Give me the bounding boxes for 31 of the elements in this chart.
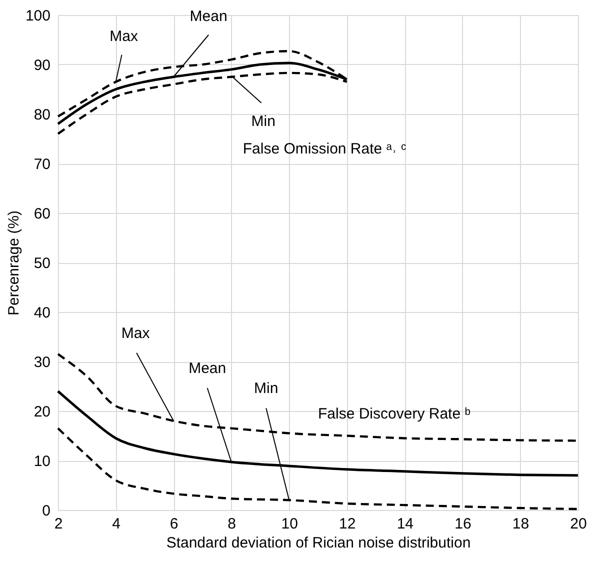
x-tick-label: 12	[339, 516, 356, 532]
x-tick-label: 10	[281, 516, 298, 532]
x-tick-label: 14	[396, 516, 414, 532]
annotation: Min	[251, 112, 276, 130]
x-axis-title: Standard deviation of Rician noise distribution	[166, 534, 471, 552]
y-tick-label: 20	[34, 404, 50, 420]
annotation: Mean	[190, 8, 228, 25]
y-tick-label: 90	[34, 57, 50, 74]
x-tick-label: 8	[228, 516, 236, 532]
y-tick-label: 30	[34, 354, 50, 371]
x-tick-label: 4	[112, 516, 120, 532]
annotation: Mean	[188, 360, 226, 377]
annotation: Min	[254, 380, 278, 398]
x-tick-label: 20	[570, 516, 587, 532]
y-tick-label: 70	[34, 156, 50, 173]
annotation: False Discovery Rate ᵇ	[318, 405, 471, 422]
x-tick-label: 16	[454, 516, 472, 532]
y-tick-label: 0	[42, 502, 50, 520]
y-tick-label: 40	[34, 304, 50, 322]
y-axis-title: Percenrage (%)	[5, 210, 22, 316]
y-tick-label: 10	[34, 453, 50, 470]
y-tick-label: 50	[34, 255, 50, 272]
x-tick-label: 18	[512, 516, 530, 532]
y-tick-label: 80	[34, 106, 50, 124]
annotation: Max	[121, 324, 150, 342]
y-tick-label: 60	[34, 206, 50, 222]
annotation: False Omission Rate ᵃ˒ ᶜ	[242, 140, 406, 158]
annotation: Max	[110, 28, 138, 45]
y-tick-label: 100	[25, 8, 50, 24]
x-tick-label: 6	[170, 516, 178, 532]
x-tick-label: 2	[54, 516, 63, 532]
